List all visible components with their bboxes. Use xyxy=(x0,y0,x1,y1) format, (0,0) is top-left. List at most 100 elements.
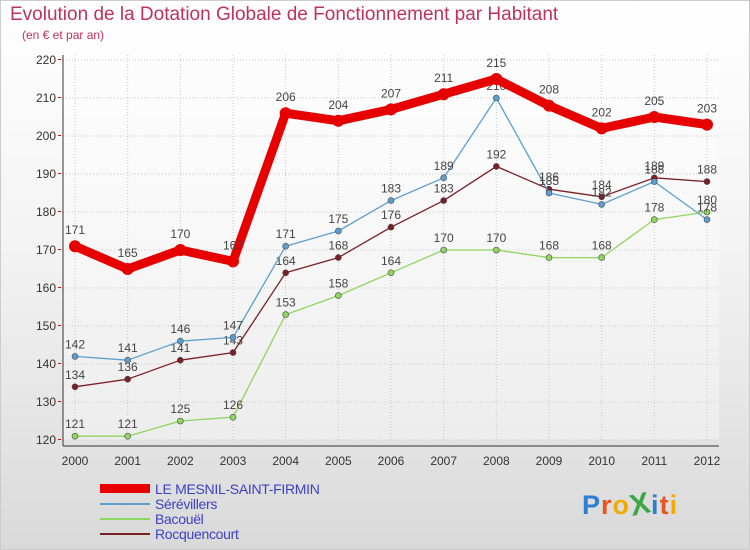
y-tick-label: 220 xyxy=(36,53,56,67)
data-label-rocquencourt: 186 xyxy=(539,170,559,184)
x-tick-label: 2001 xyxy=(114,454,141,468)
data-point-le-mesnil-saint-firmin xyxy=(701,118,713,131)
logo-letter: i xyxy=(669,490,679,520)
data-label-serevillers: 175 xyxy=(328,212,348,226)
data-label-rocquencourt: 141 xyxy=(170,341,190,355)
y-tick-label: 200 xyxy=(36,129,56,143)
data-label-le-mesnil-saint-firmin: 208 xyxy=(539,83,559,97)
x-tick-label: 2012 xyxy=(694,454,721,468)
x-tick-label: 2008 xyxy=(483,454,510,468)
x-tick-label: 2002 xyxy=(167,454,194,468)
data-point-rocquencourt xyxy=(387,223,395,231)
data-label-le-mesnil-saint-firmin: 204 xyxy=(328,98,348,112)
data-label-bacouel: 153 xyxy=(276,296,296,310)
data-point-le-mesnil-saint-firmin xyxy=(437,88,450,101)
data-label-bacouel: 170 xyxy=(434,231,454,245)
data-point-serevillers xyxy=(545,189,553,197)
legend-swatch xyxy=(100,533,150,535)
data-label-le-mesnil-saint-firmin: 165 xyxy=(118,246,138,260)
data-label-serevillers: 185 xyxy=(539,174,559,188)
line-chart: 120 130 140 150 160 170 180 190 200 210 220 2000 200… xyxy=(36,53,721,468)
data-point-bacouel xyxy=(493,246,500,254)
data-point-bacouel xyxy=(440,246,447,254)
data-point-bacouel xyxy=(282,311,289,318)
data-label-bacouel: 126 xyxy=(223,398,243,412)
y-tick-label: 180 xyxy=(36,205,56,219)
data-label-bacouel: 121 xyxy=(65,417,85,431)
legend-swatch xyxy=(100,503,150,505)
data-label-le-mesnil-saint-firmin: 170 xyxy=(170,227,190,241)
data-label-bacouel: 125 xyxy=(170,402,190,416)
x-tick-label: 2004 xyxy=(272,454,299,468)
data-point-serevillers xyxy=(335,227,342,235)
data-label-rocquencourt: 164 xyxy=(276,254,296,268)
chart-subtitle: (en € et par an) xyxy=(22,28,105,42)
x-tick-label: 2010 xyxy=(588,454,615,468)
logo-letter: t xyxy=(659,490,670,520)
data-label-bacouel: 170 xyxy=(486,231,506,245)
proxiti-logo: ProXiti xyxy=(582,486,679,523)
data-label-serevillers: 142 xyxy=(65,337,85,351)
data-point-le-mesnil-saint-firmin xyxy=(648,111,661,123)
y-tick-label: 190 xyxy=(36,167,56,181)
data-point-serevillers xyxy=(703,216,711,223)
data-point-rocquencourt xyxy=(229,349,237,356)
data-point-serevillers xyxy=(282,242,289,250)
legend-label: Bacouël xyxy=(155,511,204,527)
data-point-bacouel xyxy=(229,413,237,421)
chart-title: Evolution de la Dotation Globale de Fonc… xyxy=(10,4,559,25)
data-label-bacouel: 178 xyxy=(644,201,664,215)
data-label-le-mesnil-saint-firmin: 206 xyxy=(276,90,296,104)
data-label-rocquencourt: 183 xyxy=(434,182,454,196)
data-point-rocquencourt xyxy=(335,254,342,261)
data-point-le-mesnil-saint-firmin xyxy=(543,99,555,112)
legend-swatch xyxy=(100,518,150,520)
data-point-le-mesnil-saint-firmin xyxy=(69,240,81,253)
data-label-le-mesnil-saint-firmin: 167 xyxy=(223,238,243,252)
data-label-le-mesnil-saint-firmin: 211 xyxy=(434,71,453,85)
x-tick-label: 2005 xyxy=(325,454,352,468)
y-tick-label: 150 xyxy=(36,319,56,333)
data-label-le-mesnil-saint-firmin: 205 xyxy=(644,94,664,108)
data-point-le-mesnil-saint-firmin xyxy=(174,244,187,256)
data-label-le-mesnil-saint-firmin: 202 xyxy=(592,105,612,119)
data-point-serevillers xyxy=(124,356,131,364)
data-label-serevillers: 146 xyxy=(170,322,190,336)
y-tick-label: 160 xyxy=(36,281,56,295)
data-point-le-mesnil-saint-firmin xyxy=(595,122,608,135)
y-tick-label: 130 xyxy=(36,395,56,409)
data-point-serevillers xyxy=(493,94,500,102)
data-label-serevillers: 189 xyxy=(434,159,454,173)
data-point-serevillers xyxy=(71,353,79,360)
data-point-rocquencourt xyxy=(598,193,605,201)
data-point-bacouel xyxy=(651,216,658,223)
data-label-bacouel: 168 xyxy=(592,239,612,253)
legend-label: LE MESNIL-SAINT-FIRMIN xyxy=(155,481,320,497)
data-point-bacouel xyxy=(71,432,79,440)
data-label-rocquencourt: 184 xyxy=(592,178,612,192)
data-label-serevillers: 188 xyxy=(644,163,664,177)
data-point-rocquencourt xyxy=(124,375,131,383)
data-label-le-mesnil-saint-firmin: 171 xyxy=(65,223,85,237)
data-point-rocquencourt xyxy=(177,356,184,364)
data-label-serevillers: 183 xyxy=(381,182,401,196)
data-label-bacouel: 121 xyxy=(118,417,138,431)
x-tick-label: 2000 xyxy=(62,454,89,468)
data-point-bacouel xyxy=(335,292,342,299)
x-tick-label: 2007 xyxy=(430,454,457,468)
y-tick-label: 140 xyxy=(36,357,56,371)
data-label-rocquencourt: 168 xyxy=(328,239,348,253)
logo-letter: i xyxy=(651,490,660,520)
data-label-le-mesnil-saint-firmin: 203 xyxy=(697,102,717,116)
x-tick-label: 2011 xyxy=(641,454,667,468)
data-point-serevillers xyxy=(440,174,447,182)
logo-letter: o xyxy=(612,490,631,520)
legend-swatch xyxy=(100,484,150,493)
data-point-le-mesnil-saint-firmin xyxy=(121,263,134,275)
data-label-bacouel: 180 xyxy=(697,193,717,207)
data-label-rocquencourt: 134 xyxy=(65,368,85,382)
data-point-bacouel xyxy=(177,417,184,425)
data-point-serevillers xyxy=(651,178,658,185)
data-label-bacouel: 158 xyxy=(328,277,348,291)
x-tick-label: 2006 xyxy=(378,454,405,468)
